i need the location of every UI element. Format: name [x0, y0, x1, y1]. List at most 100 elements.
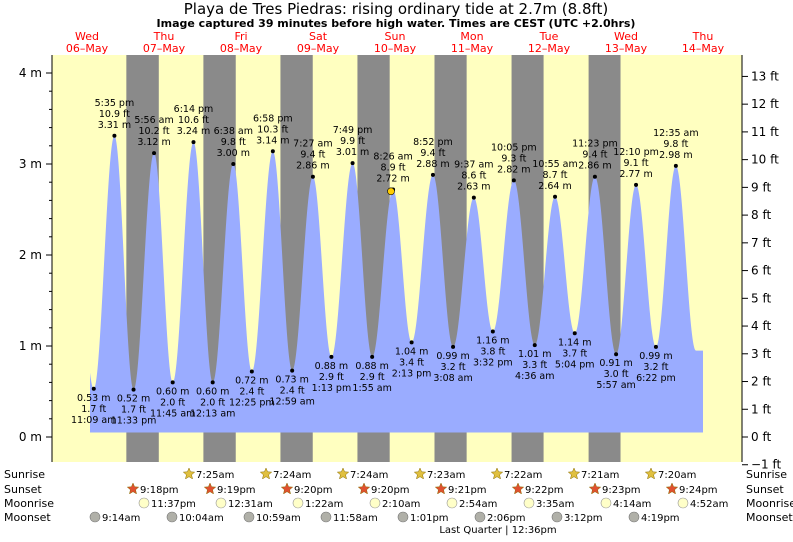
- tide-time-label: 6:22 pm: [636, 373, 676, 384]
- tide-time-label: 6:58 pm: [253, 113, 293, 124]
- sunrise-time: 7:24am: [273, 470, 311, 481]
- tide-time-label: 5:04 pm: [555, 359, 595, 370]
- tide-m-label: 0.88 m: [315, 361, 348, 372]
- tide-extreme-point: [592, 174, 597, 179]
- moonset-icon: [89, 511, 101, 523]
- tide-extreme-point: [231, 162, 236, 166]
- tide-time-label: 9:37 am: [454, 160, 493, 171]
- chart-title: Playa de Tres Piedras: rising ordinary t…: [184, 0, 609, 18]
- sunrise-icon: [644, 467, 658, 480]
- tide-extreme-point: [152, 151, 157, 156]
- tide-ft-label: 2.0 ft: [200, 397, 225, 408]
- moonrise-icon: [292, 497, 304, 509]
- right-tick-label: 13 ft: [751, 69, 779, 83]
- tide-m-label: 0.53 m: [77, 393, 110, 404]
- tide-extreme-point: [430, 172, 435, 177]
- moonset-time: 10:04am: [179, 513, 224, 524]
- sunrise-icon: [336, 467, 350, 480]
- tide-m-label: 0.52 m: [117, 394, 150, 405]
- tide-time-label: 6:14 pm: [174, 104, 214, 115]
- tide-ft-label: 1.7 ft: [81, 404, 106, 415]
- tide-extreme-point: [511, 178, 516, 183]
- tide-extreme-point: [673, 163, 678, 168]
- tide-time-label: 12:13 am: [190, 408, 235, 419]
- left-tick-label: 0 m: [19, 430, 42, 444]
- tide-extreme-point: [112, 133, 117, 138]
- tide-ft-label: 8.7 ft: [543, 170, 568, 181]
- day-date-label: 11–May: [451, 42, 494, 55]
- day-date-label: 10–May: [374, 42, 417, 55]
- sunset-icon: [203, 482, 217, 495]
- moonrise-icon: [446, 497, 458, 509]
- tide-ft-label: 3.0 ft: [604, 369, 629, 380]
- day-name-label: Sun: [385, 30, 406, 43]
- sunset-icon: [280, 482, 294, 495]
- moonset-time: 4:19pm: [641, 513, 680, 524]
- tide-time-label: 7:49 pm: [333, 125, 373, 136]
- right-tick-label: 11 ft: [751, 125, 779, 139]
- tide-time-label: 10:05 pm: [491, 142, 537, 153]
- tide-ft-label: 3.3 ft: [522, 360, 547, 371]
- tide-ft-label: 10.2 ft: [138, 126, 169, 137]
- tide-extreme-point: [350, 161, 355, 166]
- right-tick-label: −1 ft: [751, 458, 782, 472]
- tide-ft-label: 2.9 ft: [319, 372, 344, 383]
- tide-ft-label: 3.2 ft: [643, 362, 668, 373]
- tide-time-label: 3:32 pm: [473, 357, 513, 368]
- tide-extreme-point: [409, 340, 414, 345]
- tide-ft-label: 9.4 ft: [420, 148, 445, 159]
- moonset-icon: [551, 511, 563, 523]
- row-label-moonset-left: Moonset: [4, 511, 51, 524]
- tide-extreme-point: [249, 369, 254, 374]
- sunset-icon: [588, 482, 602, 495]
- moonrise-time: 3:35am: [536, 499, 574, 510]
- tide-ft-label: 2.0 ft: [160, 397, 185, 408]
- tide-time-label: 7:27 am: [293, 139, 332, 150]
- right-tick-label: 4 ft: [751, 319, 771, 333]
- right-tick-label: 10 ft: [751, 153, 779, 167]
- moonset-icon: [474, 511, 486, 523]
- tide-m-label: 2.82 m: [497, 164, 530, 175]
- tide-ft-label: 3.4 ft: [399, 357, 424, 368]
- moonset-time: 11:58am: [333, 513, 378, 524]
- tide-ft-label: 9.8 ft: [221, 137, 246, 148]
- tide-extreme-point: [210, 380, 215, 385]
- tide-m-label: 3.14 m: [256, 135, 289, 146]
- tide-extreme-point: [471, 195, 476, 200]
- moonrise-time: 4:52am: [690, 499, 728, 510]
- right-tick-label: 12 ft: [751, 97, 779, 111]
- tide-ft-label: 9.4 ft: [300, 150, 325, 161]
- row-label-sunrise-right: Sunrise: [746, 468, 787, 481]
- day-name-label: Mon: [460, 30, 483, 43]
- moonrise-time: 2:10am: [382, 499, 420, 510]
- sunrise-time: 7:25am: [196, 470, 234, 481]
- tide-time-label: 2:13 pm: [392, 368, 432, 379]
- sunset-icon: [357, 482, 371, 495]
- row-label-moonrise-right: Moonrise: [746, 497, 793, 510]
- moonset-time: 1:01pm: [410, 513, 449, 524]
- tide-ft-label: 2.9 ft: [360, 372, 385, 383]
- day-date-label: 08–May: [220, 42, 263, 55]
- tide-m-label: 1.01 m: [518, 349, 551, 360]
- moonset-time: 2:06pm: [487, 513, 526, 524]
- row-label-moonrise-left: Moonrise: [4, 497, 54, 510]
- right-tick-label: 7 ft: [751, 236, 771, 250]
- tide-ft-label: 2.4 ft: [280, 386, 305, 397]
- tide-ft-label: 9.3 ft: [501, 153, 526, 164]
- tide-time-label: 11:45 am: [150, 408, 195, 419]
- tide-extreme-point: [614, 352, 619, 357]
- sunset-icon: [665, 482, 679, 495]
- tide-ft-label: 3.2 ft: [441, 362, 466, 373]
- tide-m-label: 2.64 m: [538, 181, 571, 192]
- row-label-sunrise-left: Sunrise: [4, 468, 45, 481]
- sunset-time: 9:21pm: [448, 485, 487, 496]
- tide-time-label: 6:38 am: [214, 126, 253, 137]
- tide-ft-label: 8.6 ft: [461, 171, 486, 182]
- tide-m-label: 0.88 m: [355, 361, 388, 372]
- moonrise-icon: [677, 497, 689, 509]
- sunset-time: 9:20pm: [371, 485, 410, 496]
- moonrise-time: 1:22am: [305, 499, 343, 510]
- tide-m-label: 3.24 m: [177, 126, 210, 137]
